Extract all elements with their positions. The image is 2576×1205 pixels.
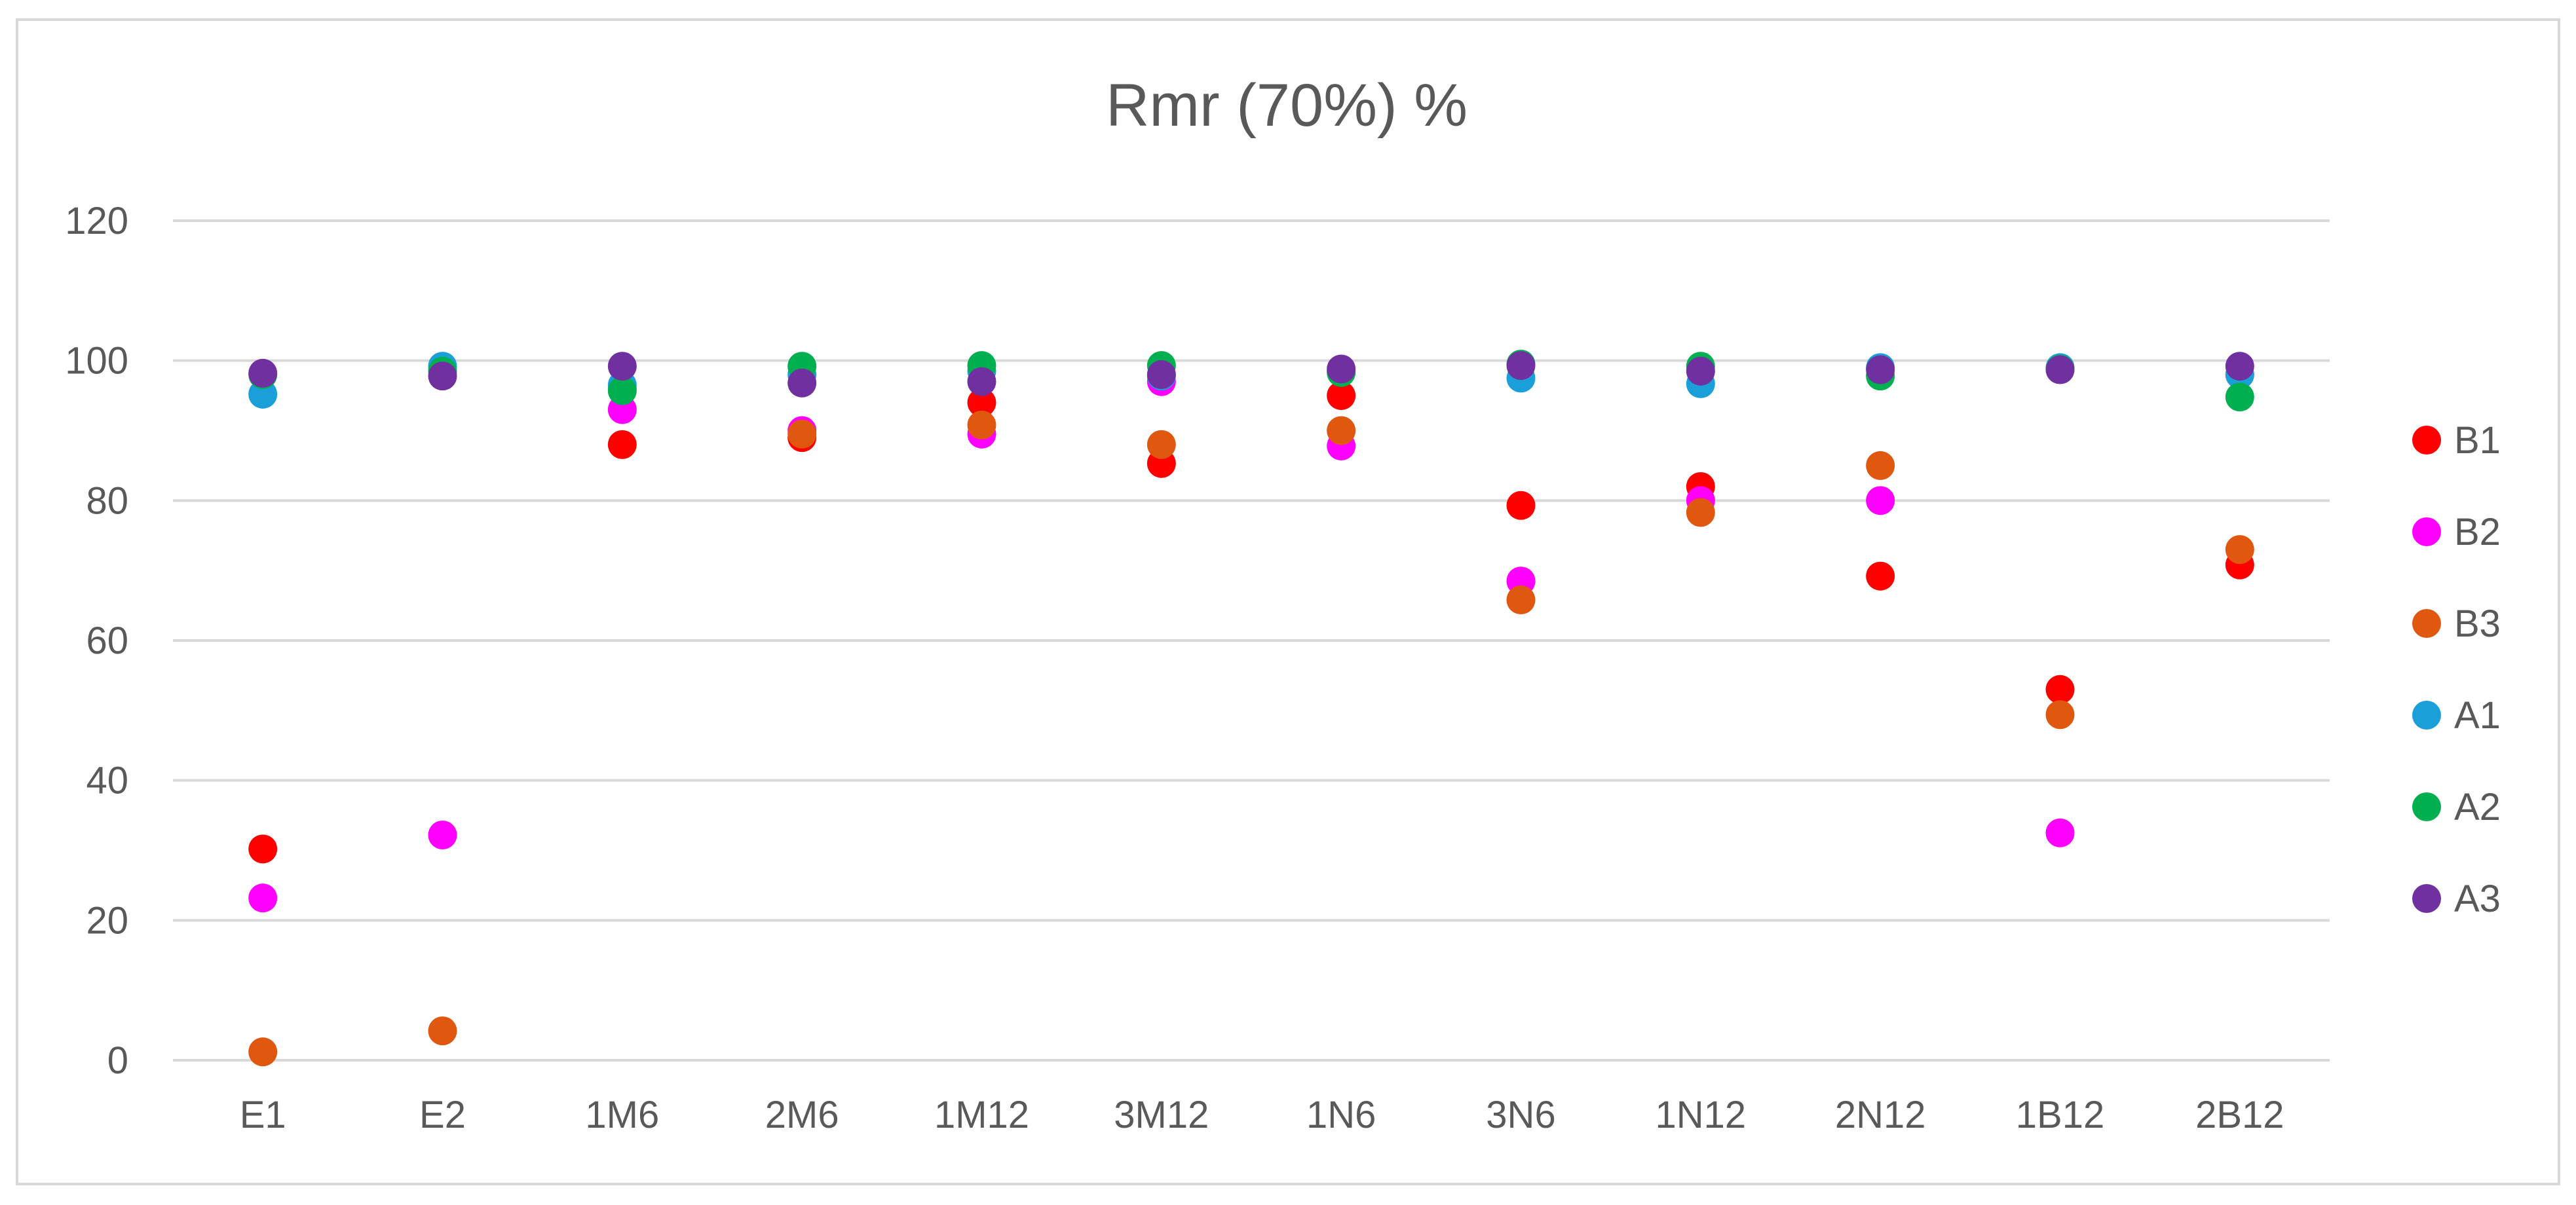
series-B2 <box>248 360 2254 913</box>
data-point <box>428 820 457 849</box>
x-tick-label: 2M6 <box>765 1094 839 1136</box>
data-points <box>248 350 2254 1067</box>
x-tick-label: 3M12 <box>1114 1094 1209 1136</box>
legend-item-A1: A1 <box>2412 694 2501 737</box>
data-point <box>428 1016 457 1046</box>
scatter-chart: Rmr (70%) % 0 20 40 60 80 100 120 E1 E2 1M6 2M6 1M… <box>65 72 2501 1136</box>
data-point <box>248 834 278 864</box>
series-A3 <box>248 351 2254 398</box>
data-point <box>2225 535 2254 565</box>
data-point <box>248 358 278 388</box>
legend-marker <box>2412 701 2441 730</box>
legend-marker <box>2412 884 2441 913</box>
y-tick-label: 120 <box>65 200 128 242</box>
y-tick-label: 0 <box>107 1039 128 1082</box>
data-point <box>967 410 996 439</box>
legend-item-A2: A2 <box>2412 786 2501 828</box>
x-tick-label: 2N12 <box>1835 1094 1926 1136</box>
series-B1 <box>248 381 2254 864</box>
data-point <box>2045 675 2075 704</box>
y-axis-tick-labels: 0 20 40 60 80 100 120 <box>65 200 128 1082</box>
legend: B1 B2 B3 A1 A2 A3 <box>2412 419 2501 920</box>
data-point <box>1866 451 1895 480</box>
legend-item-A3: A3 <box>2412 878 2501 920</box>
data-point <box>1506 585 1536 615</box>
y-tick-label: 20 <box>86 899 128 942</box>
data-point <box>1686 356 1715 386</box>
data-point <box>787 368 817 398</box>
data-point <box>1506 491 1536 520</box>
series-A2 <box>248 350 2254 412</box>
y-tick-label: 100 <box>65 340 128 382</box>
x-tick-label: 1M12 <box>934 1094 1029 1136</box>
x-tick-label: 1M6 <box>585 1094 659 1136</box>
data-point <box>2045 355 2075 384</box>
y-tick-label: 80 <box>86 479 128 522</box>
data-point <box>248 883 278 913</box>
chart-frame: Rmr (70%) % 0 20 40 60 80 100 120 E1 E2 1M6 2M6 1M… <box>16 18 2560 1185</box>
data-point <box>2045 818 2075 847</box>
x-tick-label: 3N6 <box>1486 1094 1555 1136</box>
legend-label: B1 <box>2454 419 2501 462</box>
data-point <box>2225 382 2254 412</box>
x-tick-label: 2B12 <box>2195 1094 2284 1136</box>
x-tick-label: E2 <box>419 1094 466 1136</box>
legend-label: B3 <box>2454 602 2501 645</box>
data-point <box>607 376 637 405</box>
legend-item-B2: B2 <box>2412 511 2501 553</box>
data-point <box>1146 430 1176 459</box>
data-point <box>1146 360 1176 390</box>
data-point <box>1866 355 1895 384</box>
chart-title: Rmr (70%) % <box>1106 72 1468 139</box>
gridlines <box>173 219 2330 1062</box>
data-point <box>1327 381 1356 411</box>
data-point <box>967 367 996 396</box>
data-point <box>967 388 996 417</box>
data-point <box>1866 561 1895 591</box>
data-point <box>607 430 637 459</box>
data-point <box>1506 351 1536 380</box>
data-point <box>1327 354 1356 384</box>
data-point <box>2225 352 2254 381</box>
data-point <box>428 362 457 391</box>
legend-label: A2 <box>2454 786 2501 828</box>
data-point <box>607 352 637 381</box>
legend-item-B3: B3 <box>2412 602 2501 645</box>
x-tick-label: 1N6 <box>1306 1094 1376 1136</box>
legend-label: A3 <box>2454 878 2501 920</box>
legend-marker <box>2412 517 2441 546</box>
data-point <box>2045 700 2075 730</box>
x-tick-label: 1B12 <box>2016 1094 2104 1136</box>
legend-marker <box>2412 609 2441 638</box>
legend-label: B2 <box>2454 511 2501 553</box>
series-B3 <box>248 374 2254 1067</box>
legend-label: A1 <box>2454 694 2501 737</box>
data-point <box>1686 498 1715 527</box>
legend-item-B1: B1 <box>2412 419 2501 462</box>
data-point <box>1327 416 1356 445</box>
x-axis-tick-labels: E1 E2 1M6 2M6 1M12 3M12 1N6 3N6 1N12 2N12 1B12 2B12 <box>240 1094 2284 1136</box>
y-tick-label: 60 <box>86 620 128 662</box>
y-tick-label: 40 <box>86 760 128 802</box>
data-point <box>248 1037 278 1067</box>
data-point <box>787 419 817 449</box>
x-tick-label: E1 <box>240 1094 286 1136</box>
x-tick-label: 1N12 <box>1656 1094 1747 1136</box>
legend-marker <box>2412 426 2441 454</box>
data-point <box>1866 486 1895 515</box>
legend-marker <box>2412 792 2441 821</box>
